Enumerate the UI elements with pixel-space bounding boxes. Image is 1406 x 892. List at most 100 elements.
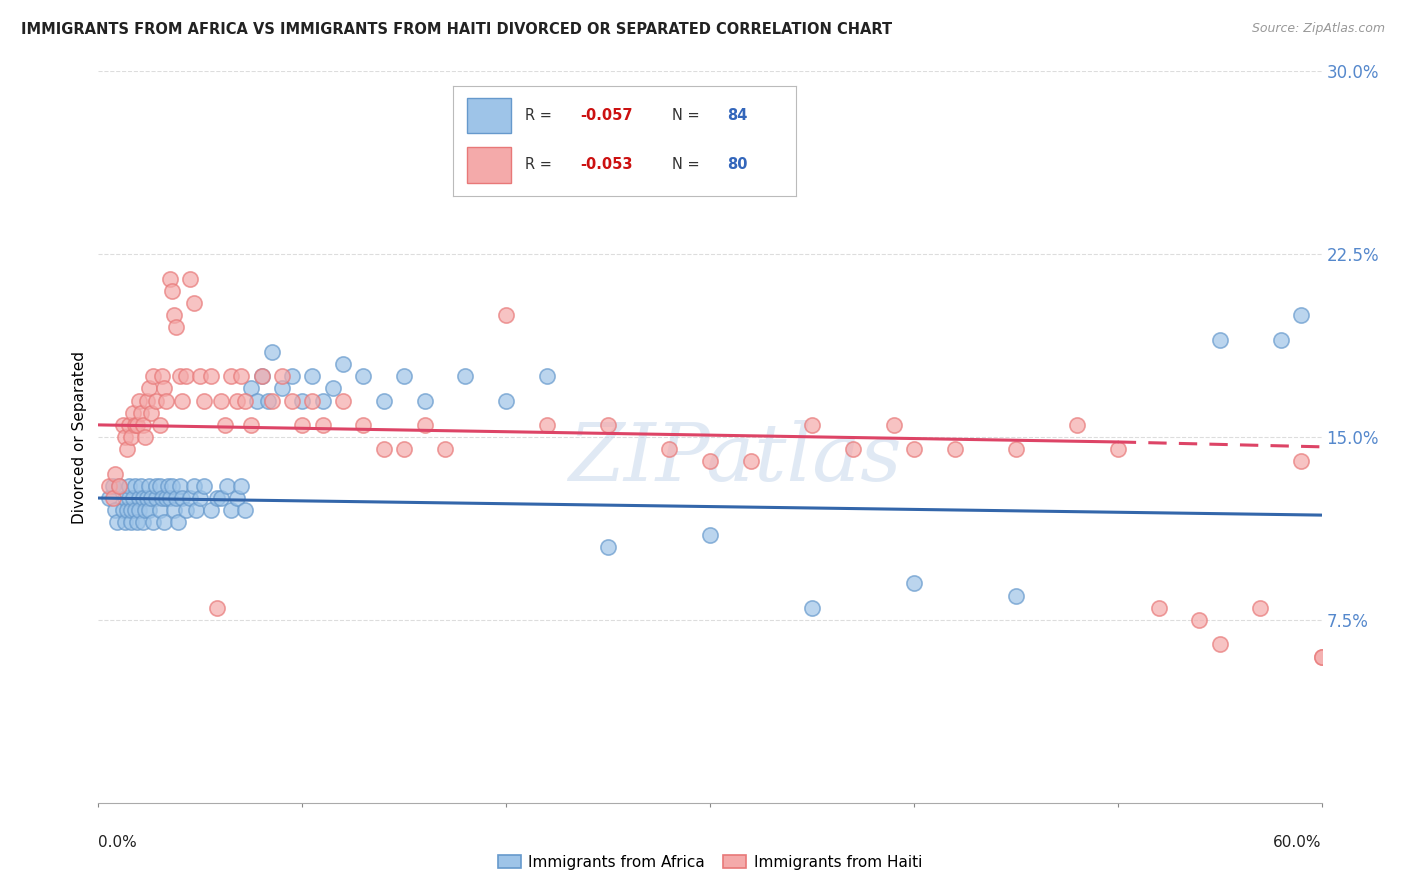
Point (231, 369, 253, 384)
Point (165, 320, 187, 334)
Point (1291, 308, 1313, 322)
Point (352, 369, 374, 384)
Point (209, 393, 232, 408)
Point (495, 393, 517, 408)
Point (219, 503, 242, 517)
Point (118, 479, 141, 493)
Point (170, 393, 193, 408)
Point (312, 417, 335, 432)
Point (134, 430, 156, 444)
Point (124, 479, 146, 493)
Point (260, 344, 283, 359)
Point (233, 503, 256, 517)
Point (149, 479, 172, 493)
Point (392, 369, 416, 384)
Point (104, 503, 127, 517)
Point (200, 369, 222, 384)
Point (129, 479, 152, 493)
Point (233, 393, 256, 408)
Point (111, 503, 134, 517)
Point (174, 503, 197, 517)
Point (1004, 589, 1026, 603)
Point (101, 479, 124, 493)
Point (200, 503, 222, 517)
Point (270, 381, 294, 395)
Text: ZIPatlas: ZIPatlas (568, 420, 901, 498)
Point (136, 393, 159, 408)
Point (270, 369, 294, 384)
Point (250, 369, 273, 384)
Point (903, 576, 925, 591)
Point (129, 406, 152, 420)
Point (291, 393, 314, 408)
Point (142, 516, 165, 530)
Point (454, 369, 477, 384)
Point (120, 503, 142, 517)
Point (240, 417, 263, 432)
Point (155, 491, 177, 505)
Point (1310, 649, 1333, 664)
Point (167, 516, 190, 530)
Point (1270, 333, 1292, 347)
Point (801, 600, 824, 615)
Point (209, 491, 232, 505)
Point (413, 393, 436, 408)
Text: 60.0%: 60.0% (1274, 836, 1322, 850)
Point (193, 479, 215, 493)
Point (115, 442, 138, 457)
Point (250, 369, 273, 384)
Point (301, 393, 323, 408)
Point (152, 381, 174, 395)
Point (150, 491, 173, 505)
Point (156, 479, 179, 493)
Point (219, 369, 242, 384)
Point (152, 516, 174, 530)
Point (128, 491, 150, 505)
Point (114, 430, 136, 444)
Point (352, 417, 374, 432)
Text: 0.0%: 0.0% (98, 836, 138, 850)
Point (1107, 442, 1129, 457)
Point (138, 479, 160, 493)
Point (434, 442, 457, 457)
Point (413, 417, 436, 432)
Point (301, 369, 323, 384)
Point (149, 503, 172, 517)
Point (281, 393, 304, 408)
Point (127, 516, 149, 530)
Point (132, 491, 155, 505)
Point (97, 479, 120, 493)
Point (179, 271, 201, 285)
Point (132, 417, 155, 432)
Point (1209, 333, 1232, 347)
Point (183, 479, 205, 493)
Point (1066, 417, 1088, 432)
Point (373, 442, 395, 457)
Point (193, 393, 215, 408)
Point (122, 406, 145, 420)
Point (142, 369, 165, 384)
Point (159, 271, 181, 285)
Point (260, 393, 283, 408)
Point (1147, 600, 1170, 615)
Point (188, 491, 212, 505)
Point (145, 491, 167, 505)
Point (1249, 600, 1271, 615)
Point (740, 454, 762, 468)
Point (122, 491, 145, 505)
Point (160, 479, 183, 493)
Point (120, 430, 142, 444)
Point (128, 503, 150, 517)
Point (392, 442, 416, 457)
Point (104, 467, 127, 481)
Legend: Immigrants from Africa, Immigrants from Haiti: Immigrants from Africa, Immigrants from … (492, 848, 928, 876)
Point (215, 479, 238, 493)
Point (169, 479, 191, 493)
Point (495, 308, 517, 322)
Point (188, 369, 212, 384)
Point (205, 600, 228, 615)
Point (127, 417, 149, 432)
Point (186, 503, 208, 517)
Point (1209, 637, 1232, 651)
Point (332, 357, 354, 371)
